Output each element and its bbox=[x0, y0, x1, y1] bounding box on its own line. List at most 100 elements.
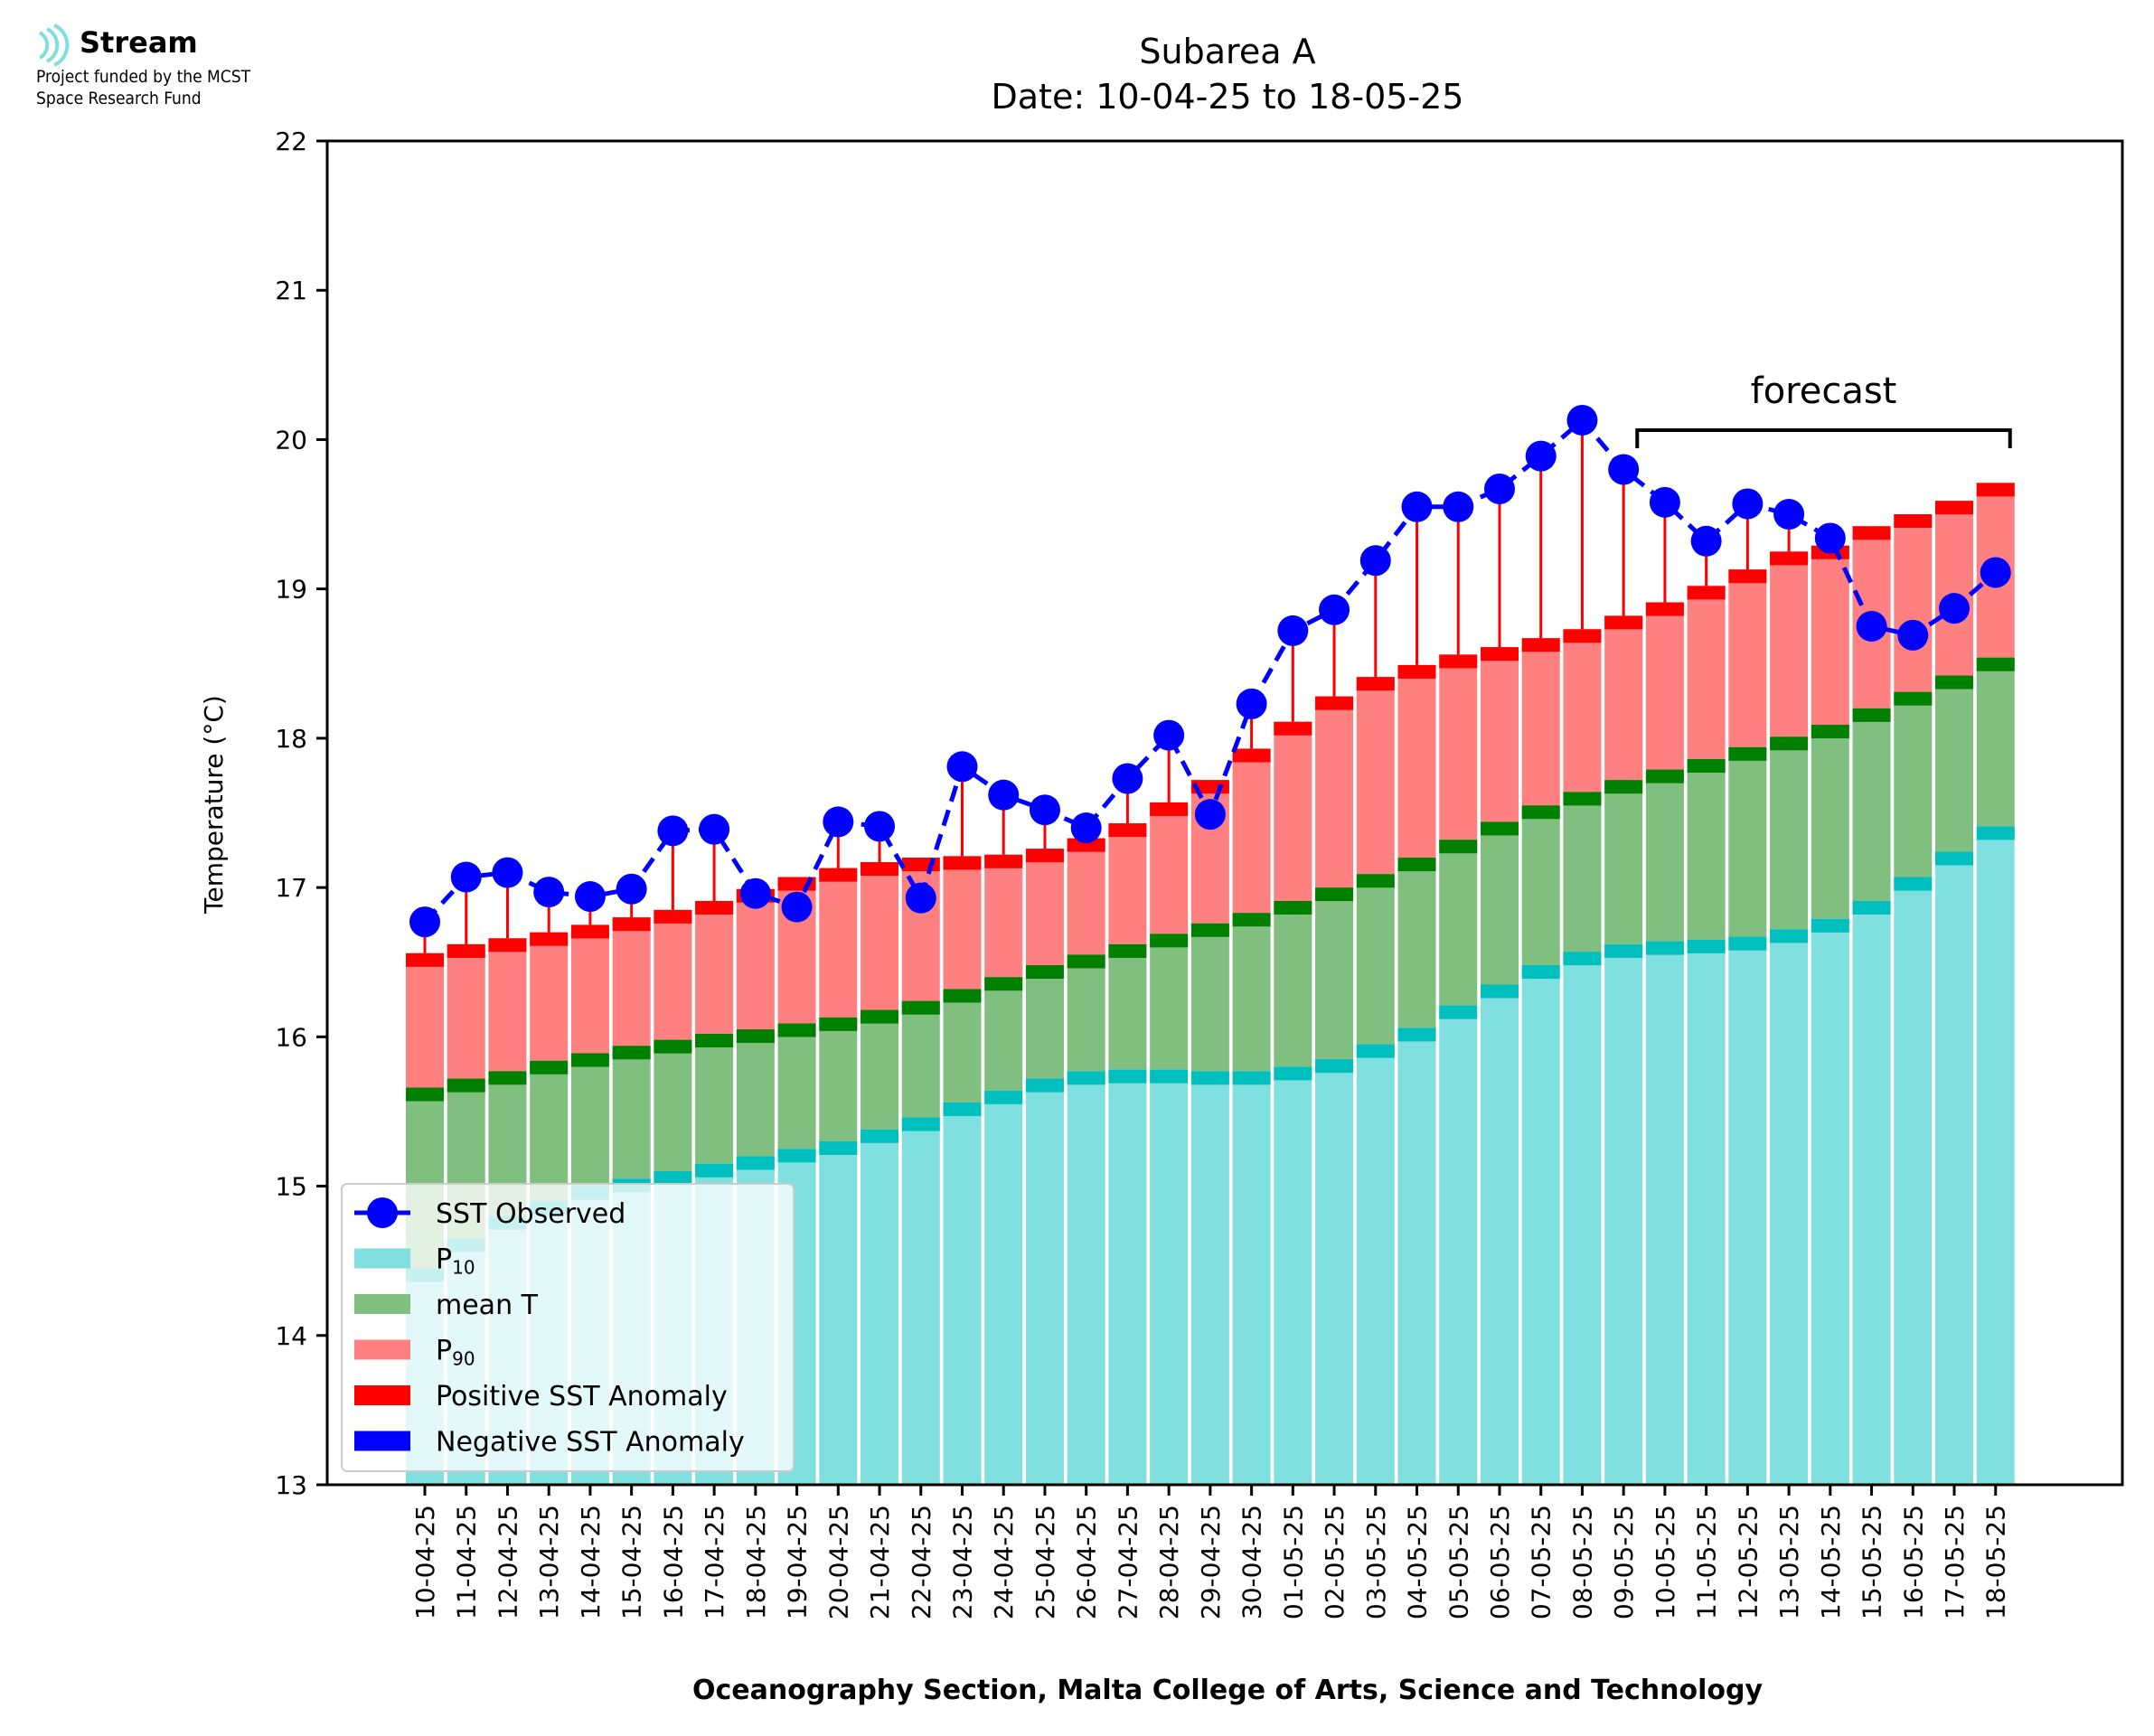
x-tick-label: 23-04-25 bbox=[947, 1505, 977, 1619]
x-tick-label: 03-05-25 bbox=[1361, 1505, 1391, 1619]
p90-bar bbox=[1521, 638, 1560, 806]
p90-bar-edge bbox=[1439, 654, 1478, 669]
p90-bar-edge bbox=[695, 900, 734, 915]
p10-bar-edge bbox=[1852, 900, 1891, 915]
sst-observed-point bbox=[1277, 615, 1309, 646]
logo-title: Stream bbox=[80, 25, 198, 60]
x-tick-label: 14-04-25 bbox=[576, 1505, 606, 1619]
mean-bar bbox=[1356, 874, 1395, 1045]
x-tick-label: 16-05-25 bbox=[1898, 1505, 1928, 1619]
p90-bar-edge bbox=[488, 938, 527, 952]
x-axis-label: Oceanography Section, Malta College of A… bbox=[692, 1675, 1764, 1706]
p10-bar bbox=[1439, 1005, 1478, 1485]
stream-logo: Stream Project funded by the MCST Space … bbox=[33, 22, 340, 121]
sst-observed-point bbox=[616, 873, 647, 905]
p90-bar bbox=[861, 862, 899, 1010]
mean-bar bbox=[1274, 900, 1312, 1067]
mean-bar bbox=[1439, 840, 1478, 1006]
mean-bar-edge bbox=[943, 989, 982, 1003]
p10-bar bbox=[1894, 877, 1933, 1485]
legend-label: P10 bbox=[436, 1244, 475, 1279]
mean-bar-edge bbox=[901, 1000, 940, 1015]
mean-bar bbox=[1604, 780, 1643, 944]
p10-bar-edge bbox=[984, 1090, 1023, 1104]
p10-bar bbox=[1976, 826, 2015, 1485]
x-tick-label: 30-04-25 bbox=[1237, 1505, 1267, 1619]
mean-bar-edge bbox=[570, 1053, 609, 1067]
y-axis: 13 14 15 16 17 18 19 20 21 22 bbox=[275, 127, 327, 1500]
p90-bar-edge bbox=[406, 952, 444, 967]
p10-bar-edge bbox=[695, 1163, 734, 1178]
p90-bar-edge bbox=[1274, 721, 1312, 736]
p10-bar-edge bbox=[1274, 1066, 1312, 1081]
y-tick-label: 17 bbox=[275, 873, 307, 903]
mean-bar bbox=[1976, 657, 2015, 827]
p10-bar-edge bbox=[1190, 1071, 1229, 1085]
p10-bar bbox=[1397, 1028, 1436, 1485]
x-tick-label: 07-05-25 bbox=[1527, 1505, 1557, 1619]
mean-bar bbox=[736, 1029, 775, 1157]
p10-bar-edge bbox=[1811, 918, 1849, 933]
p10-bar bbox=[943, 1103, 982, 1485]
p90-bar bbox=[943, 856, 982, 990]
p90-bar-edge bbox=[1397, 664, 1436, 679]
p90-bar-edge bbox=[1687, 586, 1726, 600]
p90-bar-edge bbox=[1645, 602, 1684, 616]
p90-bar bbox=[1356, 677, 1395, 875]
p10-bar bbox=[1852, 900, 1891, 1485]
mean-bar-edge bbox=[1067, 954, 1105, 969]
p90-bar-edge bbox=[654, 909, 692, 924]
p10-bar-edge bbox=[1315, 1059, 1354, 1074]
p90-bar-edge bbox=[1480, 647, 1519, 662]
mean-bar bbox=[1521, 805, 1560, 966]
p90-bar bbox=[570, 924, 609, 1054]
mean-bar-edge bbox=[1852, 708, 1891, 722]
p90-bar bbox=[1645, 602, 1684, 770]
mean-bar bbox=[570, 1053, 609, 1187]
p10-bar-edge bbox=[1645, 941, 1684, 955]
mean-bar-edge bbox=[1480, 821, 1519, 836]
p10-bar-edge bbox=[1935, 851, 1974, 866]
p10-bar bbox=[1811, 918, 1849, 1485]
sst-observed-point bbox=[1856, 610, 1887, 642]
p90-bar bbox=[1687, 586, 1726, 760]
p90-bar bbox=[1770, 551, 1809, 737]
mean-bar bbox=[901, 1000, 940, 1118]
p10-bar-edge bbox=[1025, 1078, 1064, 1093]
p10-bar bbox=[1480, 984, 1519, 1485]
p10-bar-edge bbox=[1480, 984, 1519, 999]
mean-bar-edge bbox=[1108, 943, 1147, 958]
p90-bar-edge bbox=[1894, 514, 1933, 529]
mean-bar-edge bbox=[1728, 746, 1767, 761]
mean-bar-edge bbox=[695, 1034, 734, 1048]
p10-bar-edge bbox=[1770, 929, 1809, 943]
x-tick-label: 06-05-25 bbox=[1485, 1505, 1515, 1619]
mean-bar-edge bbox=[777, 1023, 816, 1037]
p90-bar bbox=[447, 943, 485, 1079]
sst-observed-point bbox=[1939, 593, 1971, 624]
sst-observed-point bbox=[657, 815, 689, 847]
sst-observed-point bbox=[1773, 499, 1805, 530]
mean-bar bbox=[654, 1039, 692, 1172]
p90-bar-edge bbox=[1067, 838, 1105, 852]
sst-observed-point bbox=[533, 877, 565, 908]
mean-bar bbox=[1563, 792, 1602, 952]
sst-observed-point bbox=[1690, 525, 1722, 557]
sst-observed-point bbox=[492, 857, 523, 888]
p90-bar-edge bbox=[861, 862, 899, 877]
p10-bar bbox=[819, 1140, 858, 1485]
p90-bar-edge bbox=[984, 854, 1023, 868]
mean-bar bbox=[1108, 943, 1147, 1070]
legend-handle-swatch bbox=[354, 1248, 410, 1269]
p90-bar bbox=[819, 868, 858, 1018]
p10-bar-edge bbox=[1563, 952, 1602, 966]
mean-bar-edge bbox=[1315, 887, 1354, 902]
p90-bar-edge bbox=[1604, 615, 1643, 630]
p10-bar bbox=[1935, 851, 1974, 1485]
x-tick-label: 04-05-25 bbox=[1403, 1505, 1433, 1619]
sst-observed-point bbox=[946, 751, 978, 783]
sst-observed-point bbox=[1608, 454, 1640, 485]
mean-bar bbox=[695, 1034, 734, 1164]
p10-bar-edge bbox=[1439, 1005, 1478, 1019]
mean-bar bbox=[1894, 691, 1933, 877]
